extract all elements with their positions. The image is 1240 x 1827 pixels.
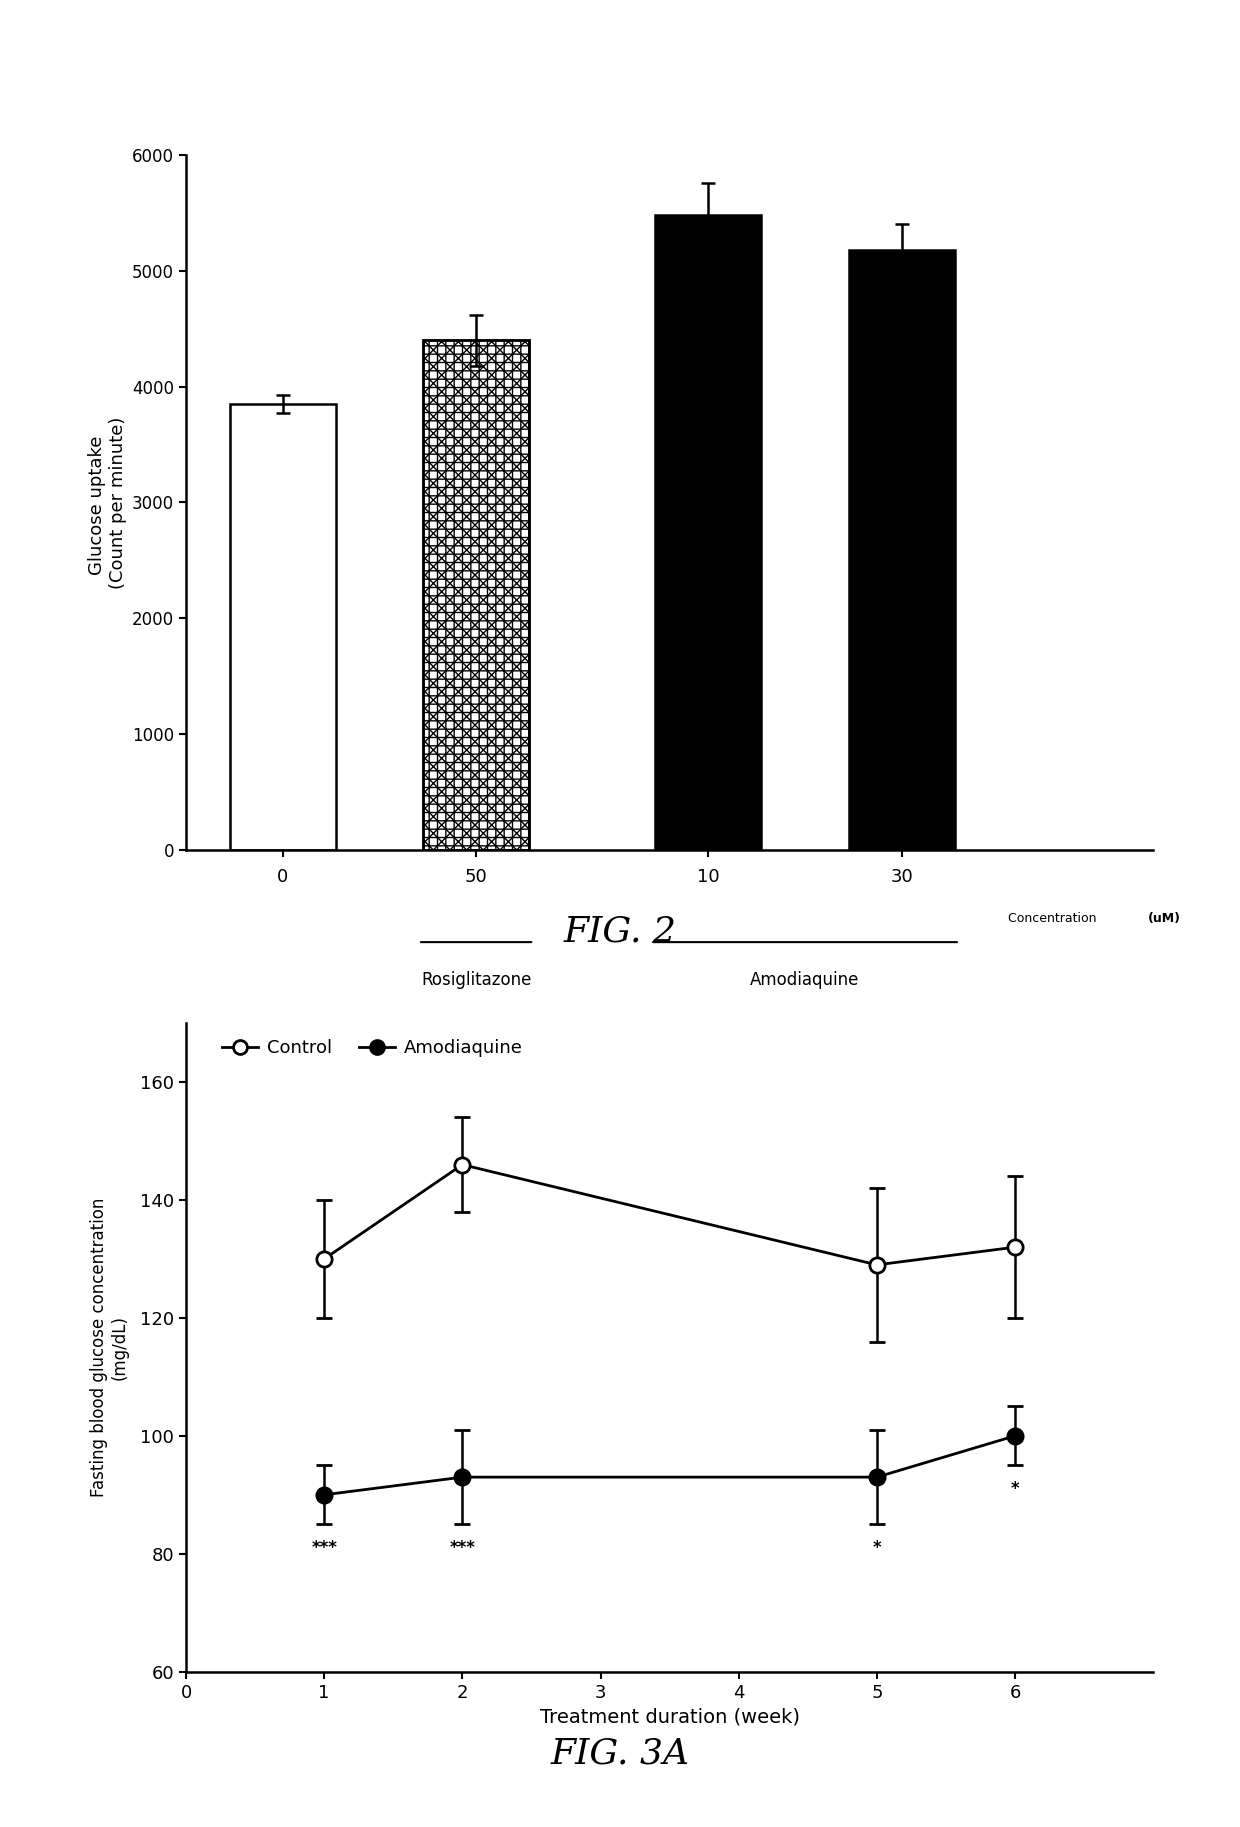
Text: ***: ***: [311, 1538, 337, 1557]
Text: *: *: [1011, 1480, 1019, 1498]
Text: Concentration: Concentration: [1008, 912, 1101, 924]
Text: Amodiaquine: Amodiaquine: [750, 972, 859, 988]
Text: ***: ***: [449, 1538, 475, 1557]
Bar: [423, 340, 529, 850]
Text: Rosiglitazone: Rosiglitazone: [420, 972, 532, 988]
Bar: [423, 340, 529, 850]
X-axis label: Treatment duration (week): Treatment duration (week): [539, 1706, 800, 1727]
Bar: [229, 404, 336, 850]
Text: FIG. 2: FIG. 2: [563, 915, 677, 948]
Text: *: *: [873, 1538, 882, 1557]
Text: FIG. 3A: FIG. 3A: [551, 1737, 689, 1770]
Bar: [848, 250, 955, 850]
Legend: Control, Amodiaquine: Control, Amodiaquine: [215, 1032, 531, 1065]
Bar: [423, 340, 529, 850]
Y-axis label: Glucose uptake 
(Count per minute): Glucose uptake (Count per minute): [88, 417, 126, 588]
Bar: [423, 340, 529, 850]
Text: (uM): (uM): [1147, 912, 1180, 924]
Y-axis label: Fasting blood glucose concentration
(mg/dL): Fasting blood glucose concentration (mg/…: [91, 1199, 129, 1496]
Bar: [655, 216, 761, 850]
